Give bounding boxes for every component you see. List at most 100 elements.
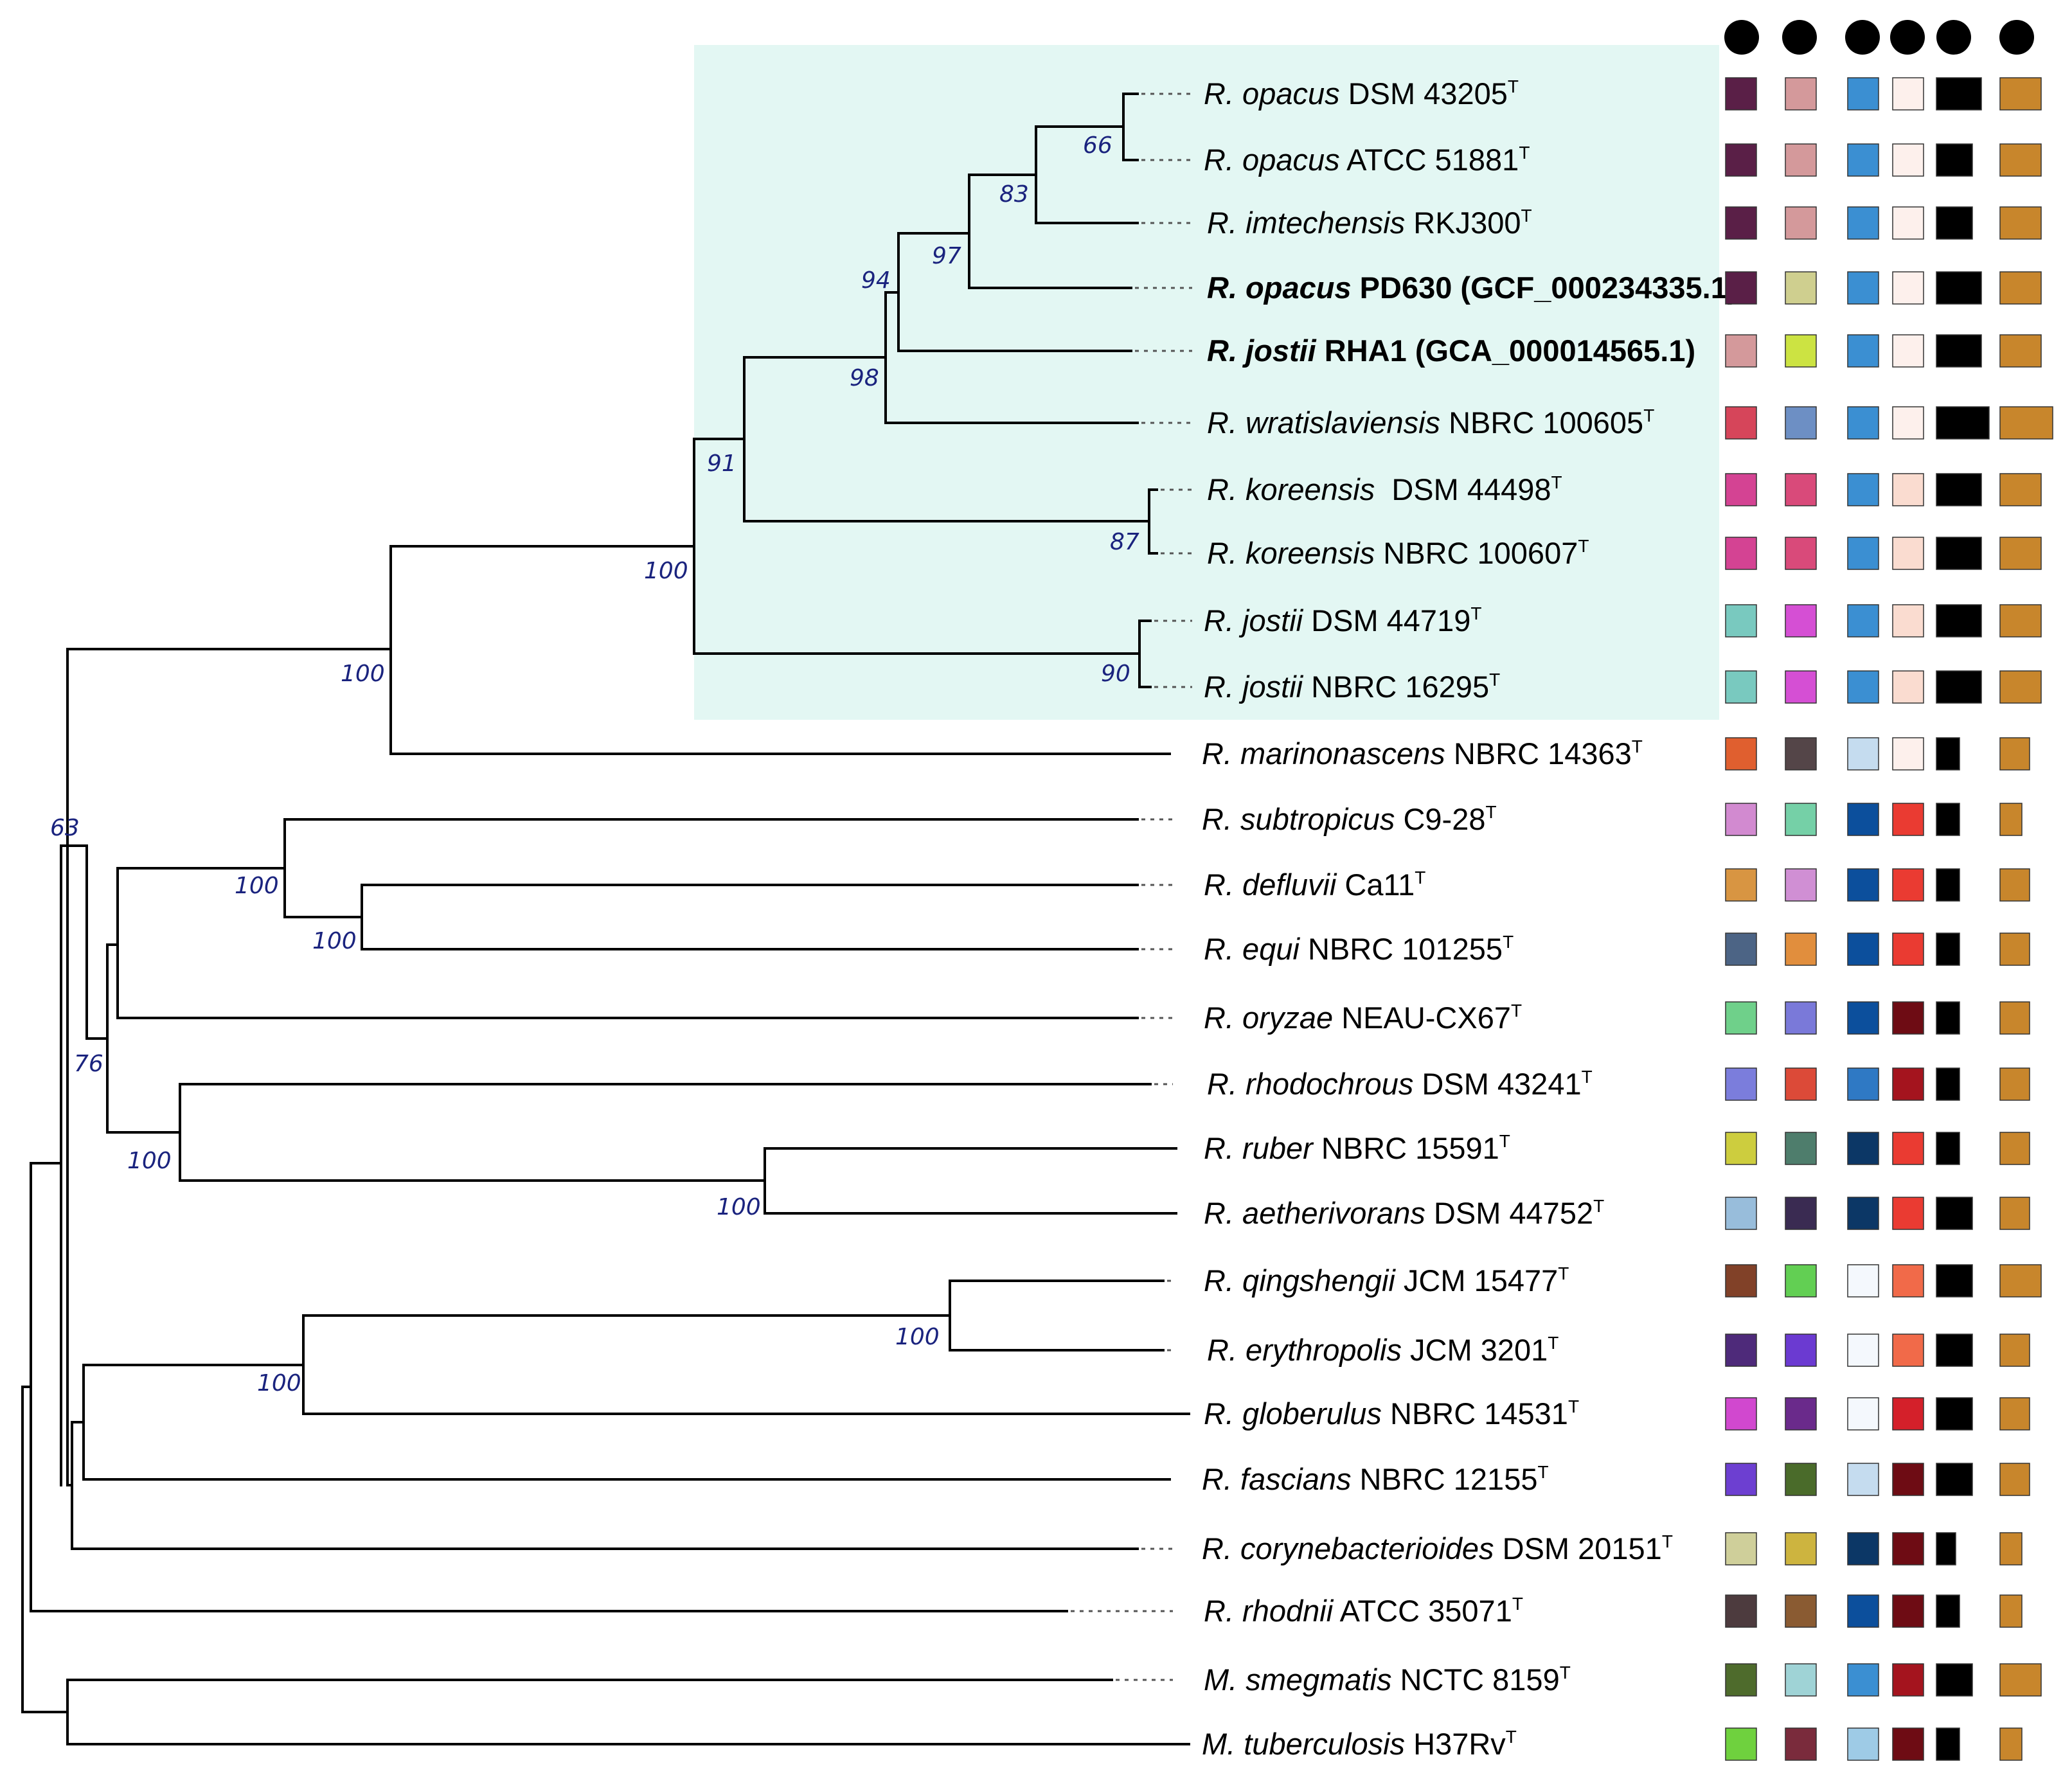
trait-cell-c2: [1785, 737, 1817, 771]
trait-cell-c2: [1785, 271, 1817, 305]
trait-cell-c4: [1892, 803, 1924, 836]
trait-cell-c2: [1785, 1197, 1817, 1230]
trait-cell-c6: [1999, 1463, 2030, 1496]
trait-cell-c3: [1847, 1397, 1879, 1431]
bootstrap-value: 97: [932, 243, 961, 269]
trait-cell-c4: [1892, 77, 1924, 111]
trait-cell-c4: [1892, 1663, 1924, 1697]
trait-cell-c2: [1785, 1397, 1817, 1431]
taxon-genus: R. jostii: [1207, 334, 1317, 368]
trait-cell-c4: [1892, 271, 1924, 305]
trait-cell-c3: [1847, 670, 1879, 704]
taxon-genus: R. oryzae: [1204, 1001, 1333, 1035]
trait-cell-c2: [1785, 803, 1817, 836]
trait-cell-c4: [1892, 1397, 1924, 1431]
taxon-genus: R. imtechensis: [1207, 206, 1405, 240]
taxon-strain: DSM 43241: [1413, 1067, 1581, 1101]
taxon-genus: R. rhodnii: [1204, 1594, 1334, 1628]
trait-cell-c5: [1936, 143, 1973, 177]
bootstrap-value: 91: [707, 450, 737, 477]
trait-cell-c4: [1892, 406, 1924, 440]
trait-cell-c6: [1999, 670, 2042, 704]
type-strain-mark: T: [1662, 1531, 1673, 1551]
trait-cell-c6: [1999, 1067, 2030, 1101]
trait-cell-c4: [1892, 1463, 1924, 1496]
trait-cell-c1: [1725, 473, 1757, 506]
taxon-genus: R. equi: [1204, 932, 1300, 966]
taxon-genus: R. fascians: [1202, 1462, 1351, 1496]
taxon-genus: R. ruber: [1204, 1131, 1314, 1165]
trait-cell-c6: [1999, 803, 2023, 836]
trait-cell-c2: [1785, 1532, 1817, 1565]
taxon-label: R. opacus PD630 (GCF_000234335.1): [1207, 271, 1738, 305]
trait-cell-c2: [1785, 77, 1817, 111]
bootstrap-labels: 66 83 97 94 98 91 87 90 100 100 63 100 100 76 100 100 10…: [50, 132, 1139, 1396]
trait-cell-c6: [1999, 1001, 2030, 1035]
column-header: 4: [1890, 20, 1925, 55]
trait-cell-c3: [1847, 1727, 1879, 1761]
trait-cell-c3: [1847, 473, 1879, 506]
type-strain-mark: T: [1415, 868, 1425, 888]
taxon-label: R. marinonascens NBRC 14363T: [1202, 736, 1643, 771]
bootstrap-value: 100: [717, 1194, 761, 1220]
taxon-strain: NBRC 100607: [1375, 536, 1578, 570]
taxon-genus: R. jostii: [1204, 670, 1304, 704]
trait-cell-c5: [1936, 868, 1960, 902]
taxon-genus: R. rhodochrous: [1207, 1067, 1413, 1101]
type-strain-mark: T: [1512, 1594, 1523, 1614]
taxon-genus: R. qingshengii: [1204, 1263, 1396, 1298]
bootstrap-value: 100: [235, 873, 279, 899]
taxon-strain: NBRC 12155: [1351, 1462, 1537, 1496]
taxon-label: R. erythropolis JCM 3201T: [1207, 1333, 1558, 1367]
trait-cell-c1: [1725, 271, 1757, 305]
bootstrap-value: 63: [50, 815, 80, 841]
trait-cell-c6: [1999, 143, 2042, 177]
column-headers: 1 2 3 4 5 6: [1724, 20, 2034, 55]
taxon-genus: R. aetherivorans: [1204, 1196, 1425, 1230]
trait-cell-c6: [1999, 206, 2042, 240]
taxon-label: R. jostii RHA1 (GCA_000014565.1): [1207, 334, 1695, 368]
bootstrap-value: 83: [999, 181, 1029, 208]
type-strain-mark: T: [1506, 1727, 1517, 1747]
taxon-strain: NBRC 14531: [1382, 1396, 1568, 1431]
trait-cell-c4: [1892, 206, 1924, 240]
taxon-strain: DSM 44752: [1425, 1196, 1593, 1230]
type-strain-mark: T: [1470, 603, 1481, 623]
taxon-strain: NBRC 101255: [1299, 932, 1503, 966]
trait-cell-c1: [1725, 1067, 1757, 1101]
type-strain-mark: T: [1558, 1263, 1569, 1283]
column-header-label: 1: [1735, 26, 1749, 52]
type-strain-mark: T: [1508, 76, 1519, 96]
type-strain-mark: T: [1521, 206, 1532, 226]
trait-cell-c1: [1725, 1663, 1757, 1697]
trait-cell-c6: [1999, 1334, 2030, 1367]
trait-cell-c1: [1725, 406, 1757, 440]
taxon-label: R. jostii DSM 44719T: [1204, 603, 1481, 638]
taxon-strain: NBRC 15591: [1313, 1131, 1499, 1165]
taxon-label: R. opacus DSM 43205T: [1204, 76, 1519, 111]
column-header: 2: [1782, 20, 1817, 55]
trait-cell-c4: [1892, 1132, 1924, 1165]
taxon-genus: R. subtropicus: [1202, 802, 1395, 836]
trait-cell-c5: [1936, 1334, 1973, 1367]
taxon-genus: R. opacus: [1207, 271, 1352, 305]
trait-cell-c4: [1892, 868, 1924, 902]
trait-cell-c6: [1999, 1727, 2023, 1761]
trait-cell-c1: [1725, 1532, 1757, 1565]
taxon-label: R. fascians NBRC 12155T: [1202, 1462, 1549, 1496]
trait-cell-c4: [1892, 537, 1924, 570]
trait-cell-c6: [1999, 1532, 2023, 1565]
trait-cell-c3: [1847, 271, 1879, 305]
taxon-label: R. imtechensis RKJ300T: [1207, 206, 1532, 240]
trait-cell-c2: [1785, 406, 1817, 440]
trait-cell-c3: [1847, 1067, 1879, 1101]
taxon-label: R. defluvii Ca11T: [1204, 868, 1425, 902]
taxon-genus: R. jostii: [1204, 603, 1304, 638]
trait-cell-c3: [1847, 737, 1879, 771]
trait-cell-c1: [1725, 1264, 1757, 1298]
taxon-label: R. rhodochrous DSM 43241T: [1207, 1067, 1593, 1101]
trait-cell-c3: [1847, 1132, 1879, 1165]
taxon-genus: R. erythropolis: [1207, 1333, 1402, 1367]
trait-cell-c1: [1725, 334, 1757, 368]
